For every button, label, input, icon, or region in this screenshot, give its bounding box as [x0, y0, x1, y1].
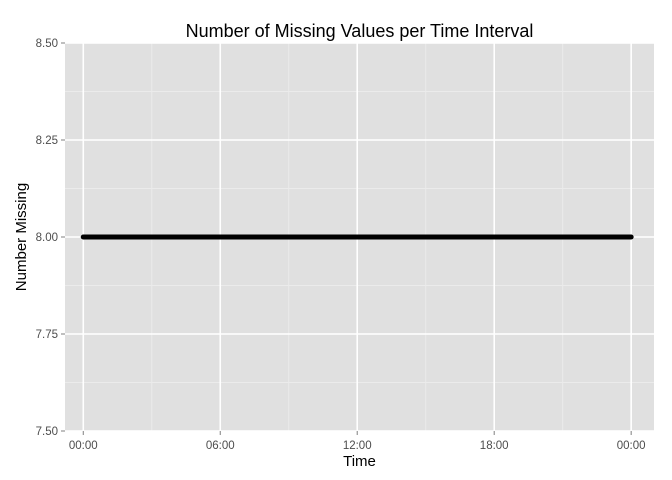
x-tick-label: 06:00	[206, 440, 235, 452]
x-axis: 00:00 06:00 12:00 18:00 00:00	[69, 431, 646, 452]
y-axis: 7.50 7.75 8.00 8.25 8.50	[36, 38, 65, 438]
x-tick-label: 00:00	[617, 440, 646, 452]
y-tick-label: 8.25	[36, 135, 58, 147]
y-tick-label: 7.50	[36, 426, 58, 438]
x-axis-title: Time	[343, 453, 376, 470]
x-tick-label: 12:00	[343, 440, 372, 452]
y-tick-label: 8.00	[36, 232, 58, 244]
y-tick-label: 8.50	[36, 38, 58, 50]
y-tick-label: 7.75	[36, 329, 58, 341]
y-axis-title: Number Missing	[13, 183, 30, 291]
x-tick-label: 00:00	[69, 440, 98, 452]
x-tick-label: 18:00	[480, 440, 509, 452]
chart-title: Number of Missing Values per Time Interv…	[186, 21, 534, 41]
